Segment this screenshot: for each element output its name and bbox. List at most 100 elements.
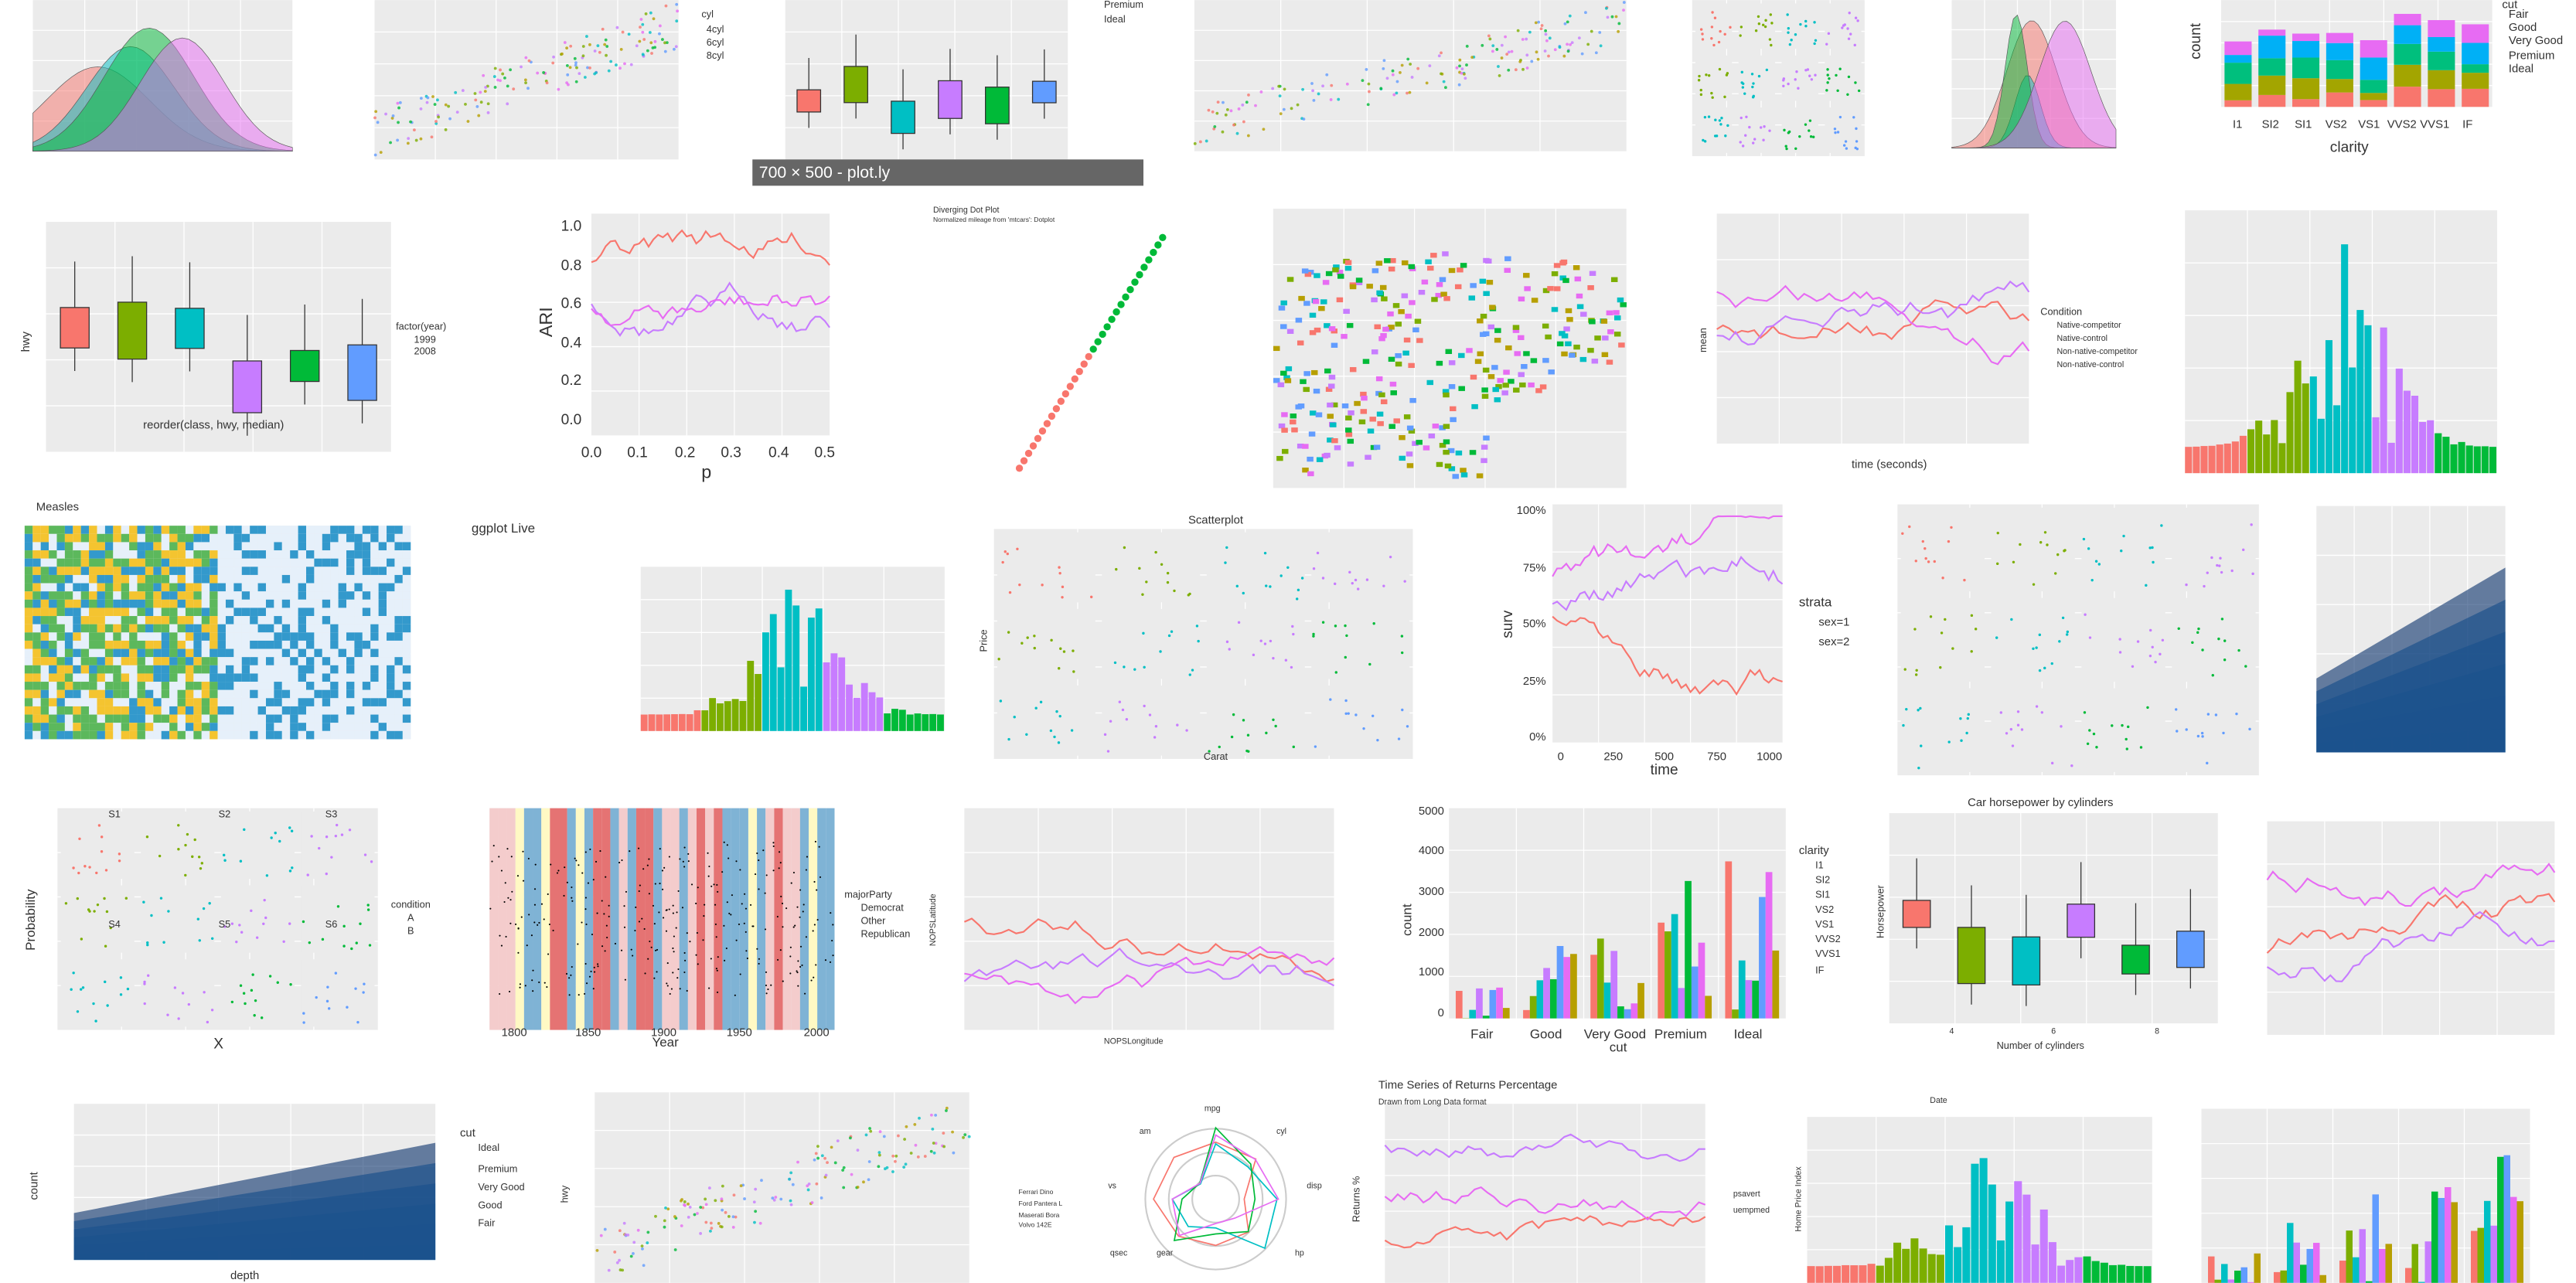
heat-cell — [330, 682, 339, 690]
point — [597, 963, 599, 965]
point — [1719, 123, 1722, 126]
heat-cell — [137, 542, 145, 551]
label: 1850 — [575, 1027, 601, 1040]
heat-cell — [338, 689, 347, 699]
point — [1764, 19, 1767, 22]
point — [647, 958, 649, 960]
panel — [1385, 1104, 1705, 1283]
point — [516, 875, 520, 877]
point — [1224, 113, 1228, 117]
point — [1701, 32, 1704, 36]
heat-cell — [56, 599, 65, 608]
point — [1804, 123, 1808, 126]
band — [757, 808, 766, 1030]
point — [1153, 736, 1157, 739]
point — [1366, 103, 1370, 107]
point — [2191, 641, 2194, 645]
point — [2148, 654, 2152, 658]
point — [1790, 39, 1793, 42]
heat-cell — [274, 542, 282, 551]
heat-cell — [314, 665, 322, 674]
heat-cell — [169, 567, 178, 575]
point — [1497, 65, 1500, 68]
heat-cell — [145, 567, 154, 575]
band — [584, 808, 594, 1030]
facet-panel — [1311, 608, 1410, 679]
point — [1106, 750, 1110, 753]
band — [533, 808, 542, 1030]
point — [527, 857, 530, 859]
area — [2316, 567, 2506, 753]
heat-cell — [40, 640, 49, 649]
heat-cell — [378, 591, 387, 600]
point — [1254, 104, 1257, 107]
point — [1292, 745, 1295, 749]
point — [1765, 68, 1769, 72]
point — [1847, 37, 1851, 40]
panel — [595, 1092, 969, 1283]
heat-cell — [129, 567, 138, 575]
heat-cell — [322, 706, 331, 715]
point — [832, 955, 834, 957]
heat-cell — [274, 616, 282, 624]
point — [222, 853, 226, 857]
heat-cell — [40, 616, 49, 624]
heat-cell — [265, 533, 274, 543]
facet-panel — [1695, 3, 1733, 49]
box — [117, 301, 148, 360]
heat-cell — [362, 533, 371, 543]
point — [517, 927, 520, 929]
heat-cell — [64, 574, 73, 584]
point — [680, 1198, 683, 1201]
map-region — [1414, 318, 1422, 324]
heat-cell — [129, 640, 138, 649]
heat-cell — [137, 689, 145, 699]
bar-segment — [2462, 64, 2489, 73]
band — [791, 808, 800, 1030]
heat-cell — [201, 533, 210, 543]
point — [1562, 54, 1566, 58]
point — [1166, 571, 1170, 575]
point — [1813, 21, 1816, 24]
bar — [2359, 1229, 2366, 1283]
point — [2016, 723, 2020, 727]
point — [1277, 84, 1281, 88]
point — [1740, 81, 1743, 84]
heat-cell — [402, 558, 411, 567]
heat-cell — [169, 673, 178, 682]
point — [797, 960, 799, 962]
point — [1195, 624, 1199, 628]
label: Home Price Index — [1794, 1166, 1804, 1232]
point — [779, 851, 781, 853]
bar — [853, 697, 860, 731]
label: psavert — [1733, 1189, 1760, 1199]
heat-cell — [73, 673, 81, 682]
heat-cell — [153, 682, 162, 690]
heat-cell — [56, 714, 65, 723]
point — [583, 76, 587, 79]
point — [704, 1203, 708, 1206]
heat-cell — [281, 542, 291, 551]
bar-segment — [2258, 75, 2286, 95]
point — [781, 902, 784, 905]
heat-cell — [113, 574, 121, 584]
point — [916, 1155, 920, 1159]
label: VVS2 — [1815, 933, 1841, 944]
heat-cell — [121, 533, 130, 543]
point — [2200, 731, 2204, 735]
map-region — [1501, 390, 1508, 396]
heat-cell — [330, 698, 339, 706]
map-region — [1481, 458, 1487, 464]
heat-cell — [121, 723, 130, 731]
heat-cell — [64, 730, 73, 740]
heat-cell — [362, 698, 371, 706]
point — [820, 1154, 824, 1158]
point — [1198, 140, 1202, 144]
heat-cell — [32, 583, 41, 592]
point — [397, 106, 400, 110]
map-region — [1382, 326, 1389, 332]
heat-cell — [338, 632, 347, 641]
point — [1901, 532, 1904, 536]
heat-cell — [97, 567, 105, 575]
heat-cell — [169, 583, 178, 592]
